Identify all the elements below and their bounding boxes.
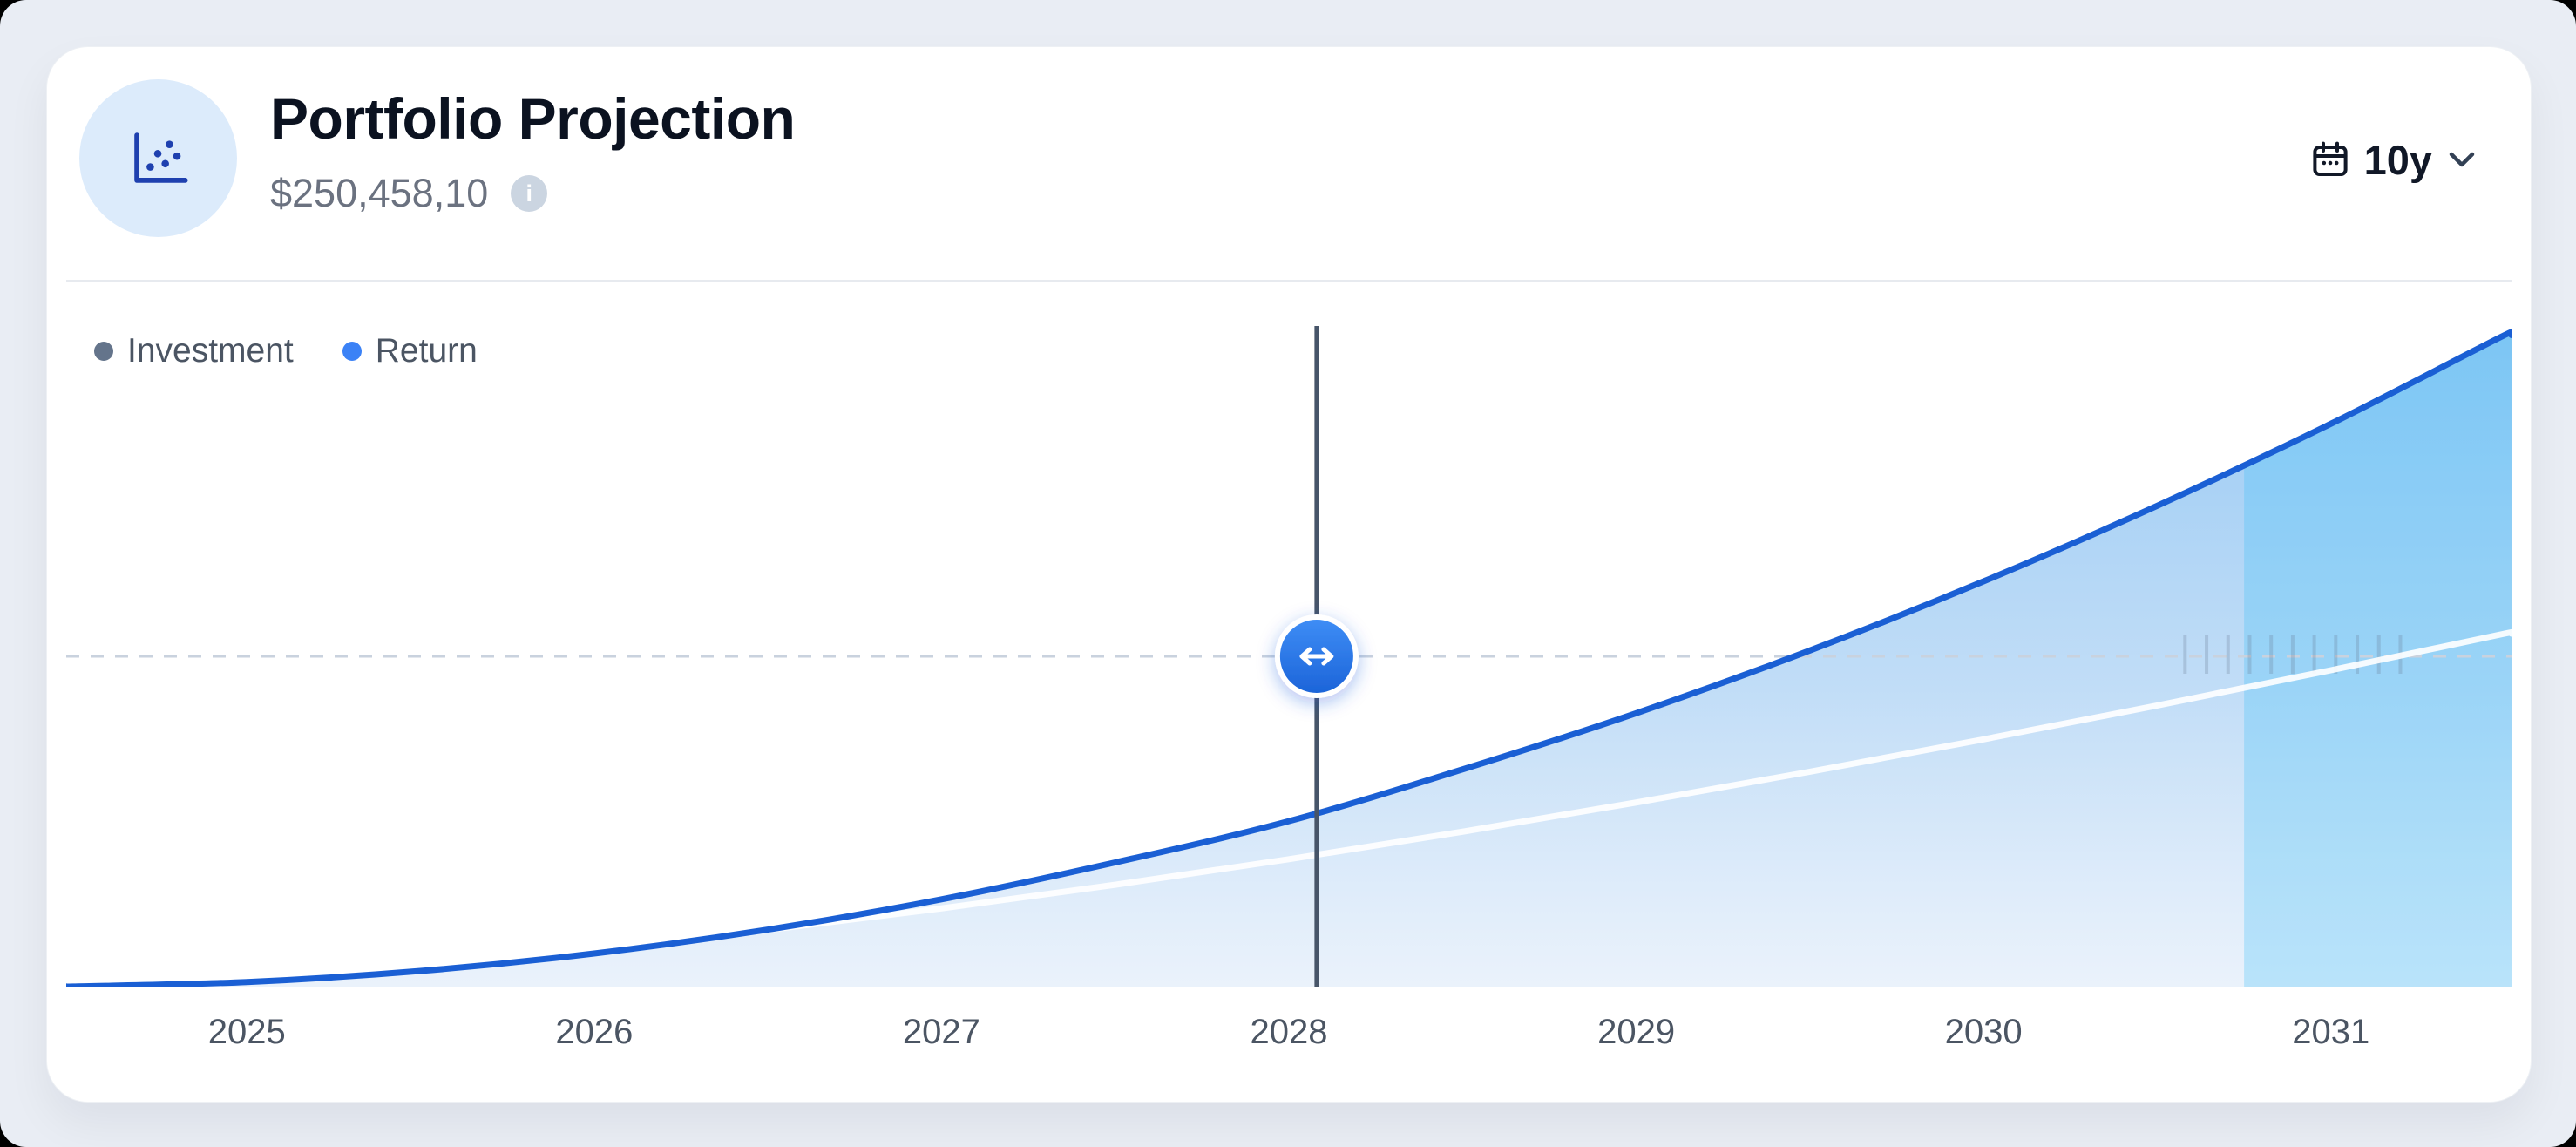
legend-item-return: Return (342, 332, 478, 370)
scrub-ticks (2183, 635, 2403, 674)
info-icon[interactable]: i (511, 175, 548, 212)
legend-label: Return (375, 332, 478, 370)
scatter-chart-icon (133, 132, 188, 183)
portfolio-value-row: $250,458,10 i (270, 171, 795, 216)
chart-area[interactable] (55, 325, 2523, 990)
portfolio-value: $250,458,10 (270, 171, 489, 215)
x-axis-labels: 2025 2026 2027 2028 2029 2030 2031 (66, 1013, 2512, 1065)
horizontal-drag-icon (1299, 647, 1334, 666)
legend-dot (342, 342, 362, 361)
x-axis-label: 2025 (207, 1013, 286, 1051)
page-title: Portfolio Projection (270, 86, 796, 151)
x-axis-label: 2027 (902, 1013, 980, 1051)
x-axis-label: 2028 (1250, 1013, 1328, 1051)
investment-line (55, 628, 2523, 990)
legend-label: Investment (127, 332, 294, 370)
return-area-fill (58, 329, 2520, 988)
x-axis-label: 2031 (2292, 1013, 2370, 1051)
legend-dot (94, 342, 113, 361)
portfolio-projection-card: Portfolio Projection $250,458,10 i 10y (46, 46, 2532, 1103)
return-line (55, 325, 2523, 990)
period-label: 10y (2363, 136, 2432, 183)
time-scrubber[interactable] (1274, 326, 1359, 987)
legend-item-investment: Investment (94, 332, 294, 370)
chevron-down-icon (2449, 152, 2475, 167)
chart-legend: Investment Return (94, 331, 478, 371)
header-divider (66, 280, 2512, 282)
scrubber-handle[interactable] (1274, 614, 1359, 698)
chart-svg (55, 325, 2523, 990)
header-text: Portfolio Projection $250,458,10 i (270, 85, 796, 216)
x-axis-label: 2030 (1944, 1013, 2023, 1051)
chart-icon-badge (79, 79, 237, 237)
x-axis-label: 2026 (555, 1013, 634, 1051)
period-selector[interactable]: 10y (2309, 134, 2478, 185)
x-axis-label: 2029 (1597, 1013, 1676, 1051)
calendar-icon (2312, 141, 2348, 176)
